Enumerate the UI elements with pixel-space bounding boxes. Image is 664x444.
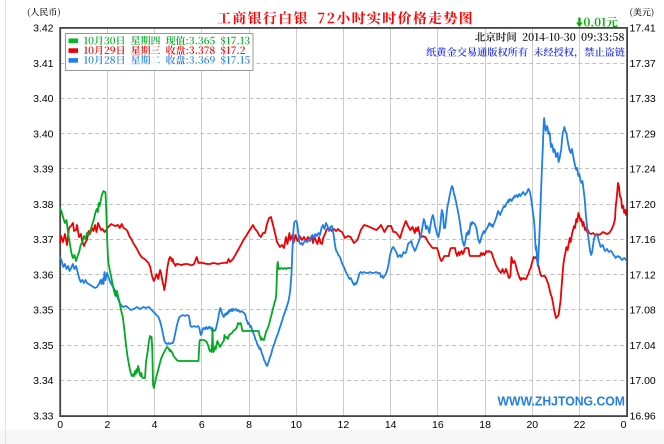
svg-text:17.20: 17.20	[630, 199, 656, 211]
svg-text:17.29: 17.29	[630, 128, 656, 140]
svg-text:WWW.ZHJTONG.COM: WWW.ZHJTONG.COM	[498, 394, 626, 409]
svg-text:17.24: 17.24	[630, 164, 656, 176]
svg-text:3.40: 3.40	[33, 128, 54, 140]
svg-text:10: 10	[290, 419, 302, 431]
svg-text:3.39: 3.39	[33, 164, 54, 176]
svg-text:3.33: 3.33	[33, 410, 54, 422]
svg-text:8: 8	[246, 419, 252, 431]
svg-text:3.40: 3.40	[33, 93, 54, 105]
svg-text:17.37: 17.37	[630, 58, 656, 70]
svg-text:17.00: 17.00	[630, 375, 656, 387]
svg-text:17.12: 17.12	[630, 269, 656, 281]
svg-text:3.35: 3.35	[33, 340, 54, 352]
svg-text:6: 6	[199, 419, 205, 431]
svg-text:14: 14	[385, 419, 397, 431]
svg-text:22: 22	[574, 419, 586, 431]
svg-text:20: 20	[526, 419, 538, 431]
svg-text:3.38: 3.38	[33, 199, 54, 211]
svg-text:18: 18	[479, 419, 491, 431]
svg-text:12: 12	[338, 419, 350, 431]
svg-text:2: 2	[104, 419, 110, 431]
svg-text:17.41: 17.41	[630, 23, 656, 35]
svg-text:3.41: 3.41	[33, 58, 54, 70]
svg-text:17.16: 17.16	[630, 234, 656, 246]
svg-text:17.04: 17.04	[630, 340, 656, 352]
svg-text:0: 0	[621, 419, 627, 431]
svg-text:3.35: 3.35	[33, 305, 54, 317]
svg-text:3.42: 3.42	[33, 23, 54, 35]
svg-text:17.08: 17.08	[630, 305, 656, 317]
svg-text:3.36: 3.36	[33, 269, 54, 281]
svg-text:3.34: 3.34	[33, 375, 54, 387]
svg-text:16.96: 16.96	[630, 410, 656, 422]
svg-text:4: 4	[152, 419, 158, 431]
svg-text:17.33: 17.33	[630, 93, 656, 105]
svg-text:3.37: 3.37	[33, 234, 54, 246]
svg-text:0: 0	[57, 419, 63, 431]
svg-text:16: 16	[432, 419, 444, 431]
